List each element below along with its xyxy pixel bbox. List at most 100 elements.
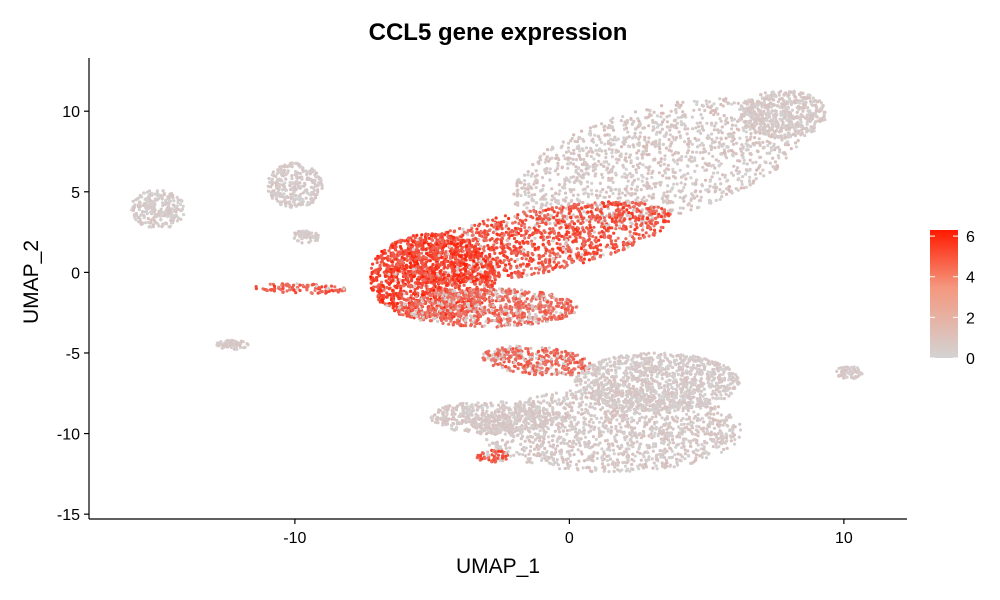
cell-point <box>814 120 818 124</box>
cell-point <box>614 239 618 243</box>
cell-point <box>645 141 649 145</box>
cell-point <box>622 224 626 228</box>
cell-point <box>575 254 579 258</box>
cell-point <box>466 276 470 280</box>
cell-point <box>525 214 529 218</box>
cell-point <box>575 247 579 251</box>
cell-point <box>535 173 539 177</box>
cell-point <box>643 202 647 206</box>
cell-point <box>811 117 815 121</box>
cell-point <box>765 151 769 155</box>
cell-point <box>485 230 489 234</box>
cell-point <box>524 187 528 191</box>
cell-point <box>456 245 460 249</box>
cell-point <box>689 176 693 180</box>
cell-point <box>614 150 618 154</box>
cell-point <box>663 171 668 175</box>
cell-point <box>435 242 439 246</box>
cell-point <box>694 126 698 130</box>
cell-point <box>653 120 658 124</box>
cell-point <box>609 143 613 147</box>
cell-point <box>801 127 805 131</box>
cell-point <box>397 239 401 244</box>
cell-point <box>608 186 613 190</box>
cell-point <box>479 244 483 248</box>
cell-point <box>477 253 481 257</box>
cell-point <box>714 158 718 162</box>
cell-point <box>578 235 582 239</box>
cell-point <box>794 125 798 129</box>
cell-point <box>652 110 656 114</box>
cell-point <box>640 153 644 157</box>
cell-point <box>614 223 619 227</box>
cell-point <box>786 140 790 144</box>
cell-point <box>776 145 780 149</box>
cell-point <box>651 193 655 197</box>
cell-point <box>744 124 748 128</box>
cell-point <box>581 236 585 240</box>
cell-point <box>402 284 406 288</box>
cell-point <box>771 90 776 95</box>
cell-point <box>484 254 488 258</box>
cell-point <box>471 237 475 241</box>
cell-point <box>645 143 649 147</box>
cell-point <box>600 172 604 177</box>
cell-point <box>490 283 494 287</box>
cell-point <box>582 210 586 214</box>
cell-point <box>441 321 445 325</box>
cell-point <box>518 263 523 267</box>
cell-point <box>745 135 749 139</box>
cell-point <box>726 178 730 182</box>
cell-point <box>646 207 651 211</box>
cell-point <box>607 147 611 151</box>
cell-point <box>379 280 384 284</box>
cell-point <box>669 199 673 204</box>
cell-point <box>761 119 765 123</box>
cell-point <box>522 268 526 272</box>
cell-point <box>523 173 527 177</box>
cell-point <box>779 136 784 140</box>
cell-point <box>641 215 645 219</box>
cell-point <box>768 119 772 123</box>
cell-point <box>446 277 450 281</box>
cell-point <box>676 116 680 120</box>
cell-point <box>712 185 716 189</box>
cell-point <box>687 145 691 149</box>
cell-point <box>380 249 384 254</box>
cell-point <box>515 264 519 268</box>
cell-point <box>630 192 634 196</box>
cell-point <box>458 226 462 231</box>
cell-point <box>369 275 373 279</box>
cell-point <box>617 192 621 196</box>
cell-point <box>591 137 595 141</box>
cell-point <box>532 226 536 230</box>
cell-point <box>371 262 375 266</box>
cell-point <box>524 218 528 222</box>
cell-point <box>622 123 626 127</box>
cell-point <box>603 219 607 223</box>
cell-point <box>385 291 389 295</box>
cell-point <box>448 249 452 253</box>
cell-point <box>610 148 614 152</box>
cell-point <box>556 201 560 205</box>
cell-point <box>773 160 778 164</box>
cell-point <box>566 156 570 160</box>
cell-point <box>719 137 723 141</box>
cell-point <box>431 299 435 303</box>
cell-point <box>624 167 628 171</box>
cell-point <box>435 233 439 237</box>
cell-point <box>768 170 772 174</box>
cell-point <box>610 217 614 221</box>
cell-point <box>564 260 568 265</box>
cell-point <box>551 256 555 261</box>
cell-point <box>464 244 469 248</box>
cell-point <box>762 100 766 104</box>
cell-point <box>577 135 581 140</box>
cell-point <box>658 142 662 146</box>
cell-point <box>576 166 580 170</box>
cell-point <box>392 254 396 258</box>
cell-point <box>701 128 706 132</box>
cell-point <box>679 120 683 124</box>
cell-point <box>643 138 647 142</box>
cell-point <box>623 193 628 197</box>
